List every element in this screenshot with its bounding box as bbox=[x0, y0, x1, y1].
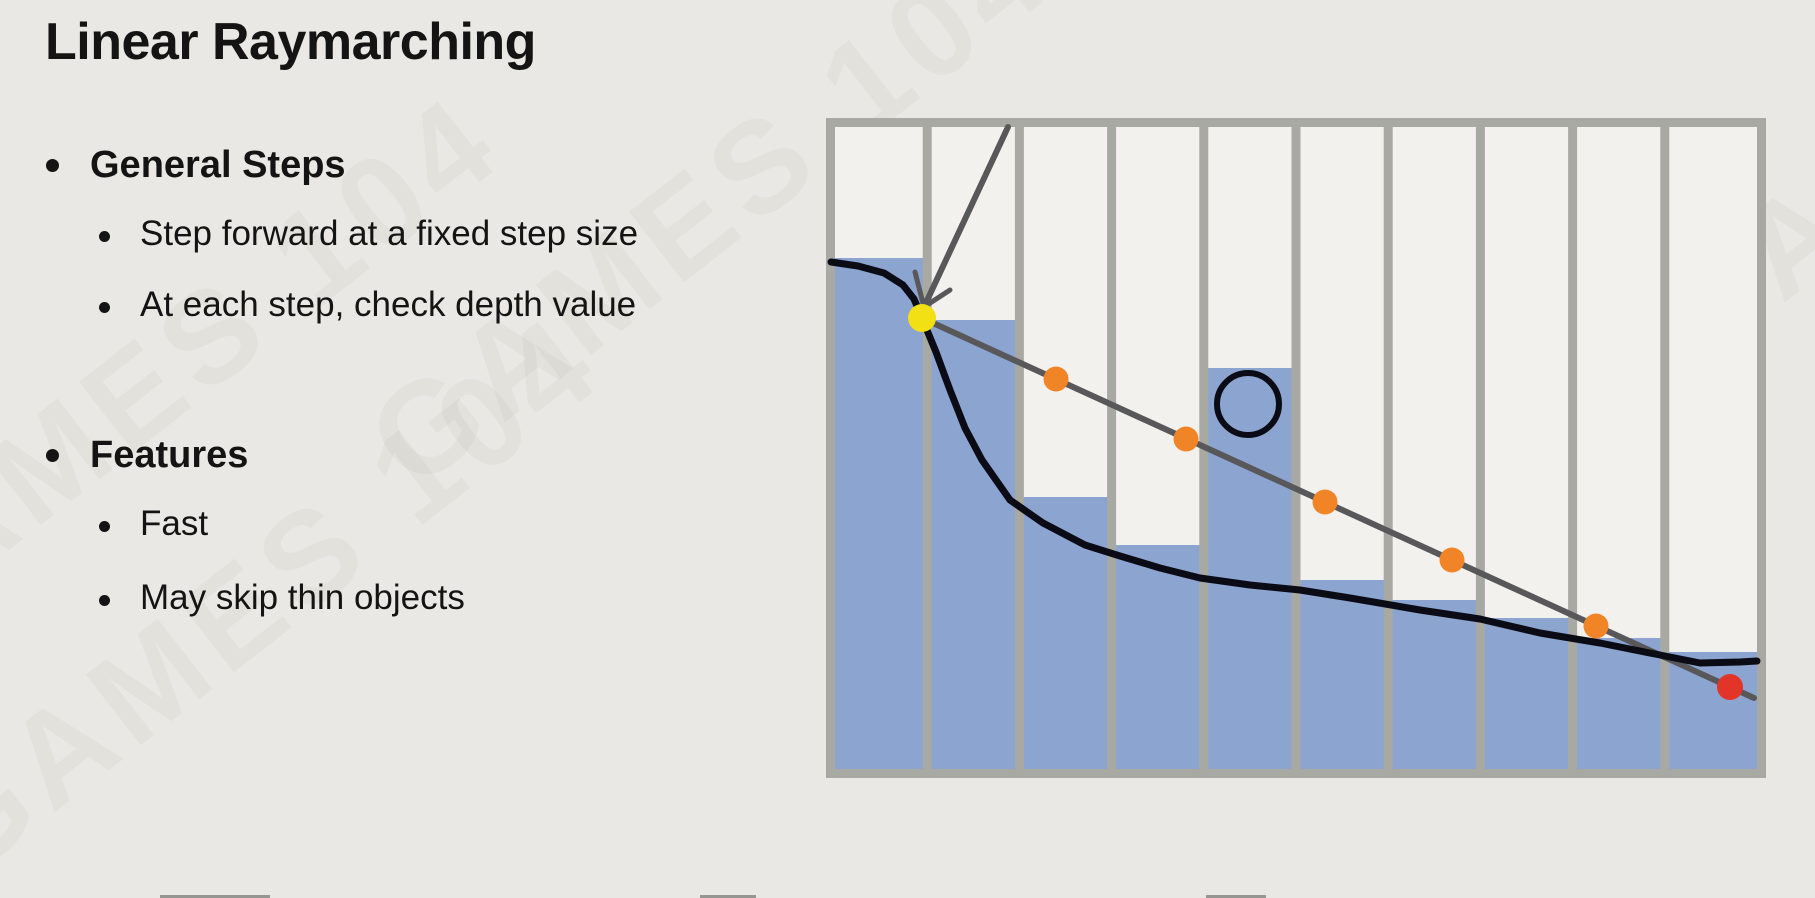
depth-bar bbox=[1111, 545, 1204, 769]
bullet-item-fast: Fast bbox=[140, 504, 209, 543]
start-point-dot bbox=[908, 304, 936, 332]
depth-bar bbox=[927, 320, 1020, 769]
bullet-icon bbox=[99, 521, 110, 532]
depth-bar bbox=[1572, 638, 1665, 769]
bottom-edge-artifact bbox=[1206, 895, 1266, 898]
bottom-edge-artifact bbox=[700, 895, 756, 898]
bullet-item-may-skip: May skip thin objects bbox=[140, 578, 465, 617]
diagram-frame bbox=[826, 118, 1766, 778]
step-sample-dot bbox=[1312, 489, 1338, 515]
step-sample-dot bbox=[1583, 613, 1609, 639]
thin-object-circle bbox=[1214, 370, 1282, 438]
bullet-item-step-forward: Step forward at a fixed step size bbox=[140, 214, 639, 253]
bullet-icon bbox=[46, 449, 59, 462]
depth-bar bbox=[1203, 368, 1296, 769]
bullet-item-check-depth: At each step, check depth value bbox=[140, 285, 637, 324]
bullet-heading-features: Features bbox=[90, 434, 249, 476]
depth-bar bbox=[1019, 497, 1112, 769]
bullet-heading-general-steps: General Steps bbox=[90, 144, 346, 186]
bullet-icon bbox=[46, 159, 59, 172]
depth-bar bbox=[1664, 652, 1757, 769]
view-ray-arrowhead bbox=[912, 269, 927, 310]
bullet-icon bbox=[99, 595, 110, 606]
step-sample-dot bbox=[1439, 547, 1465, 573]
step-sample-dot bbox=[1043, 366, 1069, 392]
depth-bar bbox=[835, 258, 928, 769]
depth-bar bbox=[1388, 600, 1481, 769]
step-sample-dot bbox=[1173, 426, 1199, 452]
bullet-icon bbox=[99, 231, 110, 242]
page-title: Linear Raymarching bbox=[45, 13, 536, 71]
depth-bar bbox=[1480, 618, 1573, 769]
view-ray-arrowhead bbox=[921, 287, 953, 310]
view-ray bbox=[921, 124, 1011, 310]
depth-bar bbox=[1296, 580, 1389, 769]
hit-point-dot bbox=[1717, 674, 1743, 700]
bullet-icon bbox=[99, 302, 110, 313]
bottom-edge-artifact bbox=[160, 895, 270, 898]
